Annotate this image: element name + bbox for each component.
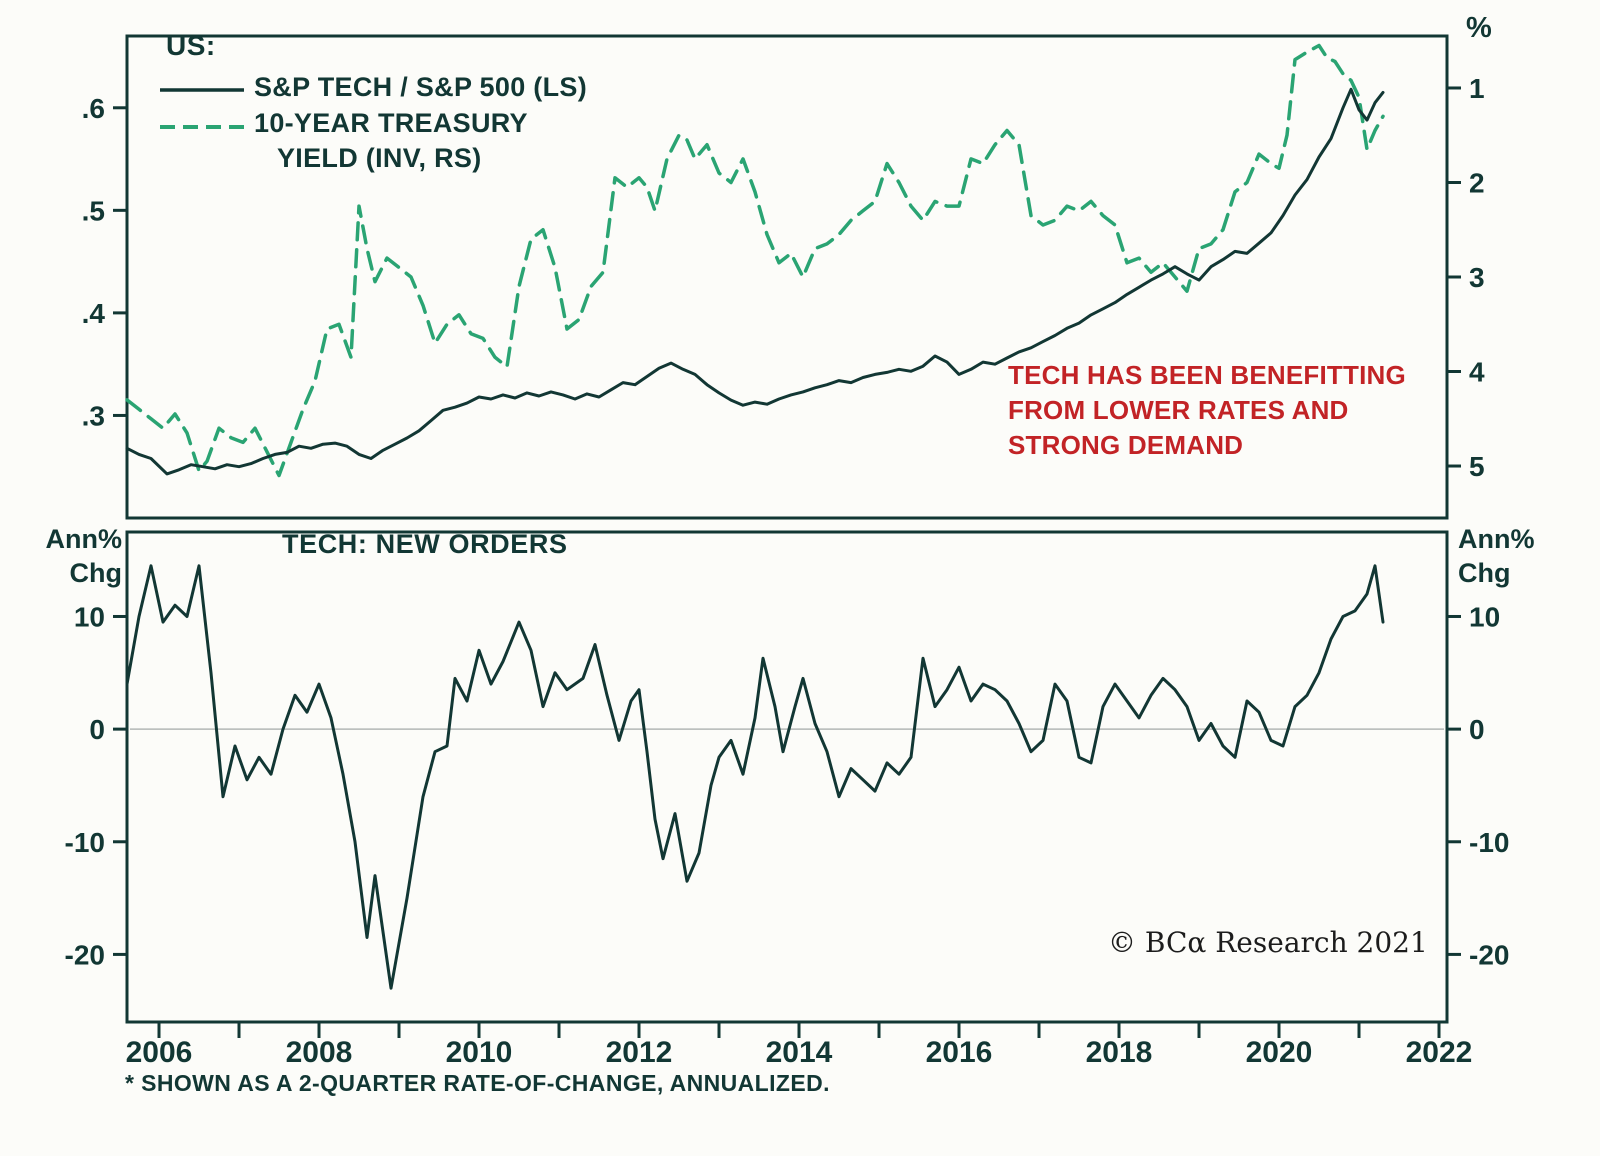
x-axis-year-label: 2014 bbox=[766, 1036, 833, 1069]
annotation-line-3: STRONG DEMAND bbox=[1008, 430, 1244, 460]
bottom-right-tick-label: 0 bbox=[1469, 714, 1485, 745]
right-axis-label-line1: Ann% bbox=[1458, 524, 1535, 554]
top-left-tick-label: .5 bbox=[82, 195, 105, 226]
bottom-right-tick-label: 10 bbox=[1469, 601, 1500, 632]
left-axis-label-line1: Ann% bbox=[45, 524, 123, 554]
right-axis-label: Ann% Chg bbox=[1458, 522, 1535, 590]
x-axis-year-label: 2006 bbox=[126, 1036, 193, 1069]
annotation-line-2: FROM LOWER RATES AND bbox=[1008, 395, 1349, 425]
top-left-tick-label: .6 bbox=[82, 93, 105, 124]
annotation-line-1: TECH HAS BEEN BENEFITTING bbox=[1008, 360, 1406, 390]
top-left-tick-label: .3 bbox=[82, 400, 105, 431]
bottom-right-tick-label: -10 bbox=[1469, 827, 1509, 858]
left-axis-label-line2: Chg bbox=[69, 558, 122, 588]
top-left-tick-label: .4 bbox=[82, 298, 106, 329]
bottom-left-tick-label: 0 bbox=[89, 714, 105, 745]
top-right-tick-label: 4 bbox=[1469, 357, 1485, 388]
top-right-tick-label: 1 bbox=[1469, 73, 1485, 104]
x-axis-year-label: 2020 bbox=[1246, 1036, 1313, 1069]
yield-line-sample bbox=[160, 125, 244, 129]
copyright: © BCα Research 2021 bbox=[1108, 926, 1428, 959]
tech-sp500-ratio-line bbox=[125, 87, 1385, 476]
footnote: * SHOWN AS A 2-QUARTER RATE-OF-CHANGE, A… bbox=[125, 1070, 830, 1096]
bottom-panel-frame bbox=[125, 530, 1449, 1024]
annotation: TECH HAS BEEN BENEFITTING FROM LOWER RAT… bbox=[1008, 358, 1406, 463]
ratio-line-sample bbox=[160, 88, 244, 92]
bottom-left-tick-label: 10 bbox=[74, 601, 105, 632]
region-label: US: bbox=[166, 30, 216, 61]
right-axis-unit-label: % bbox=[1466, 12, 1492, 44]
bottom-right-tick-label: -20 bbox=[1469, 939, 1509, 970]
bottom-panel-title: TECH: NEW ORDERS bbox=[282, 529, 568, 559]
top-right-tick-label: 2 bbox=[1469, 167, 1485, 198]
left-axis-label: Ann% Chg bbox=[30, 522, 123, 590]
x-axis-year-label: 2012 bbox=[606, 1036, 673, 1069]
treasury-yield-line bbox=[125, 43, 1385, 478]
new-orders-line bbox=[125, 564, 1385, 990]
x-axis-year-label: 2016 bbox=[926, 1036, 993, 1069]
top-right-tick-label: 5 bbox=[1469, 451, 1485, 482]
bottom-left-tick-label: -10 bbox=[65, 827, 105, 858]
x-axis-year-label: 2022 bbox=[1406, 1036, 1473, 1069]
x-axis-year-label: 2018 bbox=[1086, 1036, 1153, 1069]
yield-legend-label-line2: YIELD (INV, RS) bbox=[277, 143, 482, 173]
bottom-left-tick-label: -20 bbox=[65, 939, 105, 970]
x-axis-year-label: 2010 bbox=[446, 1036, 513, 1069]
top-right-tick-label: 3 bbox=[1469, 262, 1485, 293]
ratio-legend-label: S&P TECH / S&P 500 (LS) bbox=[254, 72, 587, 102]
right-axis-label-line2: Chg bbox=[1458, 558, 1511, 588]
x-axis-year-label: 2008 bbox=[286, 1036, 353, 1069]
yield-legend-label-line1: 10-YEAR TREASURY bbox=[254, 108, 528, 138]
